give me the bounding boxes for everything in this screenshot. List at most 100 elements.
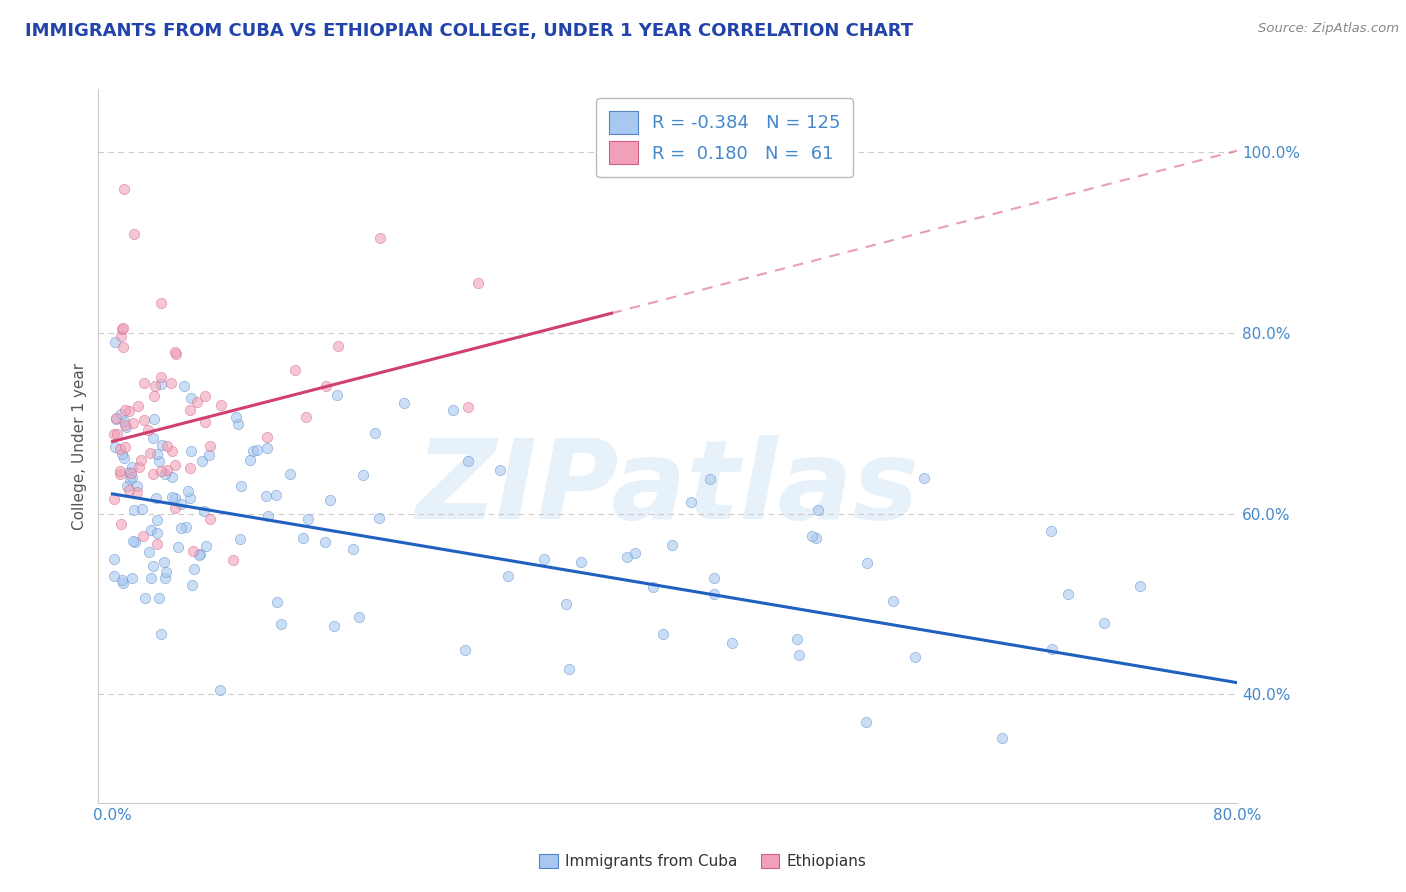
Point (242, 443, 264, 458)
Point (108, 467, 131, 482)
Point (342, 542, 364, 557)
Point (180, 391, 202, 405)
Point (110, 328, 132, 343)
Point (328, 339, 350, 353)
Point (122, 533, 145, 548)
Point (118, 483, 141, 497)
Point (112, 181, 135, 195)
Point (1039, 524, 1062, 538)
Point (1040, 641, 1063, 656)
Point (138, 545, 160, 559)
Point (352, 468, 374, 483)
Point (111, 321, 134, 335)
Point (558, 662, 581, 676)
Point (229, 532, 252, 546)
Point (132, 529, 155, 543)
Point (103, 492, 125, 507)
Point (177, 484, 200, 499)
Point (104, 411, 127, 425)
Point (170, 521, 193, 535)
Point (194, 539, 217, 553)
Point (165, 347, 187, 361)
Point (127, 400, 149, 414)
Point (142, 431, 165, 445)
Point (367, 511, 389, 525)
Point (103, 427, 125, 442)
Point (699, 472, 721, 486)
Point (533, 552, 555, 566)
Point (284, 363, 307, 377)
Text: ZIPatlas: ZIPatlas (416, 435, 920, 542)
Point (165, 500, 187, 515)
Point (225, 409, 247, 424)
Point (118, 404, 141, 418)
Point (882, 594, 904, 608)
Point (160, 491, 183, 505)
Point (146, 447, 169, 461)
Point (855, 714, 877, 729)
Point (457, 401, 479, 415)
Point (392, 396, 415, 410)
Point (198, 448, 221, 462)
Legend: Immigrants from Cuba, Ethiopians: Immigrants from Cuba, Ethiopians (533, 848, 873, 875)
Point (1094, 616, 1116, 631)
Point (188, 547, 211, 561)
Point (904, 649, 927, 664)
Point (143, 389, 166, 403)
Text: IMMIGRANTS FROM CUBA VS ETHIOPIAN COLLEGE, UNDER 1 YEAR CORRELATION CHART: IMMIGRANTS FROM CUBA VS ETHIOPIAN COLLEG… (25, 22, 914, 40)
Point (912, 471, 935, 485)
Point (1057, 587, 1080, 601)
Point (111, 321, 134, 335)
Point (264, 488, 287, 502)
Point (105, 426, 128, 441)
Point (148, 454, 170, 468)
Point (652, 627, 675, 641)
Point (104, 440, 127, 454)
Point (111, 573, 134, 587)
Point (170, 497, 193, 511)
Point (186, 394, 208, 409)
Point (703, 587, 725, 601)
Point (105, 411, 128, 425)
Point (122, 503, 145, 517)
Point (145, 491, 167, 505)
Point (703, 571, 725, 585)
Point (208, 682, 231, 697)
Point (246, 443, 269, 458)
Point (145, 526, 167, 541)
Point (153, 571, 176, 585)
Point (124, 534, 146, 549)
Point (142, 467, 165, 481)
Point (150, 438, 173, 452)
Point (163, 491, 186, 505)
Point (315, 378, 337, 392)
Point (297, 512, 319, 526)
Point (278, 467, 301, 481)
Point (266, 595, 288, 609)
Point (150, 376, 173, 391)
Point (294, 409, 316, 424)
Point (142, 558, 165, 573)
Point (112, 451, 135, 466)
Point (160, 443, 183, 458)
Point (193, 504, 215, 518)
Point (166, 540, 188, 554)
Point (368, 231, 391, 245)
Point (786, 632, 808, 646)
Text: Source: ZipAtlas.com: Source: ZipAtlas.com (1258, 22, 1399, 36)
Point (156, 439, 179, 453)
Point (364, 425, 387, 440)
Point (129, 453, 152, 467)
Point (254, 489, 277, 503)
Point (228, 417, 250, 432)
Point (800, 528, 823, 542)
Point (160, 376, 183, 390)
Point (108, 442, 131, 457)
Point (139, 523, 162, 537)
Point (121, 470, 143, 484)
Point (616, 549, 638, 564)
Point (114, 419, 136, 434)
Point (555, 598, 578, 612)
Point (149, 370, 172, 384)
Point (441, 403, 464, 417)
